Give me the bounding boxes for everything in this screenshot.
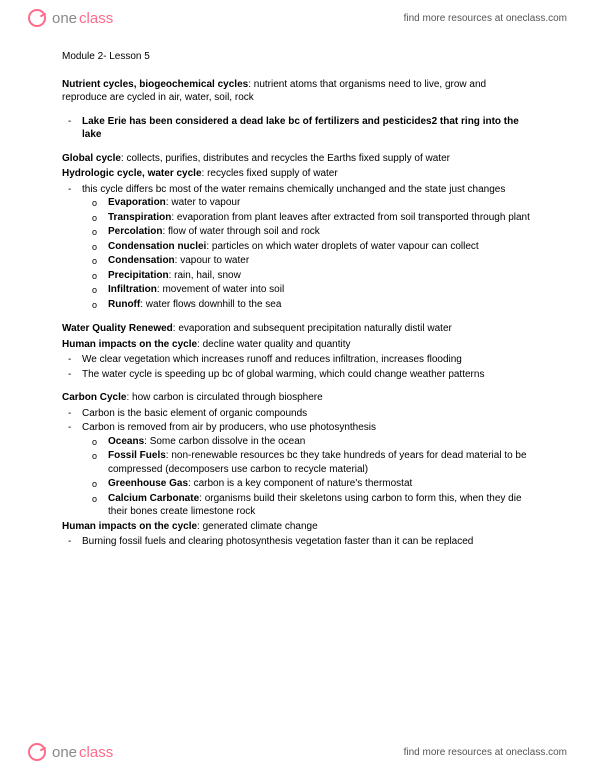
- cc-line: Carbon Cycle: how carbon is circulated t…: [62, 391, 533, 405]
- cc-g-h: Greenhouse Gas: [108, 478, 188, 489]
- wqr-h: Water Quality Renewed: [62, 323, 173, 334]
- trans-b: : evaporation from plant leaves after ex…: [171, 212, 530, 223]
- footer-logo-icon: [28, 743, 46, 761]
- logo-text-one: one: [52, 10, 77, 27]
- global-line: Global cycle: collects, purifies, distri…: [62, 152, 533, 166]
- cond-h: Condensation: [108, 255, 175, 266]
- cond-b: : vapour to water: [175, 255, 249, 266]
- header-tagline: find more resources at oneclass.com: [404, 13, 567, 24]
- brand-logo: oneclass: [28, 9, 113, 27]
- hiwc-line: Human impacts on the cycle: decline wate…: [62, 338, 533, 352]
- cc-item-2: Carbon is removed from air by producers,…: [82, 421, 533, 519]
- hydro-line: Hydrologic cycle, water cycle: recycles …: [62, 167, 533, 181]
- infil-item: Infiltration: movement of water into soi…: [108, 283, 533, 297]
- condn-item: Condensation nuclei: particles on which …: [108, 240, 533, 254]
- hydro-note-item: this cycle differs bc most of the water …: [82, 183, 533, 312]
- global-body: : collects, purifies, distributes and re…: [121, 153, 450, 164]
- hydro-sublist: Evaporation: water to vapour Transpirati…: [82, 196, 533, 311]
- trans-item: Transpiration: evaporation from plant le…: [108, 211, 533, 225]
- hiwc-h: Human impacts on the cycle: [62, 339, 197, 350]
- header: oneclass find more resources at oneclass…: [0, 0, 595, 36]
- hicc-h: Human impacts on the cycle: [62, 521, 197, 532]
- prec-item: Precipitation: rain, hail, snow: [108, 269, 533, 283]
- runoff-h: Runoff: [108, 299, 140, 310]
- intro-para: Nutrient cycles, biogeochemical cycles: …: [62, 78, 533, 105]
- intro-head: Nutrient cycles, biogeochemical cycles: [62, 79, 248, 90]
- hiwc-b: : decline water quality and quantity: [197, 339, 350, 350]
- cc-ocean-item: Oceans: Some carbon dissolve in the ocea…: [108, 435, 533, 449]
- infil-b: : movement of water into soil: [157, 284, 284, 295]
- cc-o-h: Oceans: [108, 436, 144, 447]
- lake-text: Lake Erie has been considered a dead lak…: [82, 116, 519, 141]
- logo-icon: [28, 9, 46, 27]
- hydro-head: Hydrologic cycle, water cycle: [62, 168, 202, 179]
- trans-h: Transpiration: [108, 212, 171, 223]
- lake-item: Lake Erie has been considered a dead lak…: [82, 115, 533, 142]
- perc-item: Percolation: flow of water through soil …: [108, 225, 533, 239]
- prec-h: Precipitation: [108, 270, 169, 281]
- infil-h: Infiltration: [108, 284, 157, 295]
- cc-f-h: Fossil Fuels: [108, 450, 166, 461]
- wqr-b: : evaporation and subsequent precipitati…: [173, 323, 452, 334]
- hicc-b: : generated climate change: [197, 521, 318, 532]
- hiwc-list: We clear vegetation which increases runo…: [62, 353, 533, 381]
- cc-g-b: : carbon is a key component of nature's …: [188, 478, 412, 489]
- footer-logo-one: one: [52, 744, 77, 761]
- cc-list: Carbon is the basic element of organic c…: [62, 407, 533, 519]
- cc-ghg-item: Greenhouse Gas: carbon is a key componen…: [108, 477, 533, 491]
- document-content: Module 2- Lesson 5 Nutrient cycles, biog…: [0, 36, 595, 549]
- perc-b: : flow of water through soil and rock: [162, 226, 319, 237]
- footer-tagline: find more resources at oneclass.com: [404, 747, 567, 758]
- cc-fossil-item: Fossil Fuels: non-renewable resources bc…: [108, 449, 533, 476]
- logo-text-class: class: [79, 10, 113, 27]
- hydro-note: this cycle differs bc most of the water …: [82, 184, 505, 195]
- evap-item: Evaporation: water to vapour: [108, 196, 533, 210]
- footer-logo-class: class: [79, 744, 113, 761]
- global-head: Global cycle: [62, 153, 121, 164]
- cc-item-1: Carbon is the basic element of organic c…: [82, 407, 533, 421]
- cc-2-text: Carbon is removed from air by producers,…: [82, 422, 376, 433]
- prec-b: : rain, hail, snow: [169, 270, 241, 281]
- cc-ca-h: Calcium Carbonate: [108, 493, 199, 504]
- cc-f-b: : non-renewable resources bc they take h…: [108, 450, 527, 475]
- evap-b: : water to vapour: [166, 197, 240, 208]
- cc-caco-item: Calcium Carbonate: organisms build their…: [108, 492, 533, 519]
- footer: oneclass find more resources at oneclass…: [0, 734, 595, 770]
- hicc-item-1: Burning fossil fuels and clearing photos…: [82, 535, 533, 549]
- cc-o-b: : Some carbon dissolve in the ocean: [144, 436, 305, 447]
- hicc-line: Human impacts on the cycle: generated cl…: [62, 520, 533, 534]
- hydro-list: this cycle differs bc most of the water …: [62, 183, 533, 312]
- condn-b: : particles on which water droplets of w…: [206, 241, 478, 252]
- wqr-line: Water Quality Renewed: evaporation and s…: [62, 322, 533, 336]
- hiwc-item-2: The water cycle is speeding up bc of glo…: [82, 368, 533, 382]
- hydro-body: : recycles fixed supply of water: [202, 168, 338, 179]
- cc-b: : how carbon is circulated through biosp…: [126, 392, 322, 403]
- runoff-b: : water flows downhill to the sea: [140, 299, 281, 310]
- cc-h: Carbon Cycle: [62, 392, 126, 403]
- runoff-item: Runoff: water flows downhill to the sea: [108, 298, 533, 312]
- evap-h: Evaporation: [108, 197, 166, 208]
- hiwc-item-1: We clear vegetation which increases runo…: [82, 353, 533, 367]
- page-title: Module 2- Lesson 5: [62, 50, 533, 64]
- cond-item: Condensation: vapour to water: [108, 254, 533, 268]
- cc-sublist: Oceans: Some carbon dissolve in the ocea…: [82, 435, 533, 519]
- perc-h: Percolation: [108, 226, 162, 237]
- footer-logo: oneclass: [28, 743, 113, 761]
- lake-list: Lake Erie has been considered a dead lak…: [62, 115, 533, 142]
- condn-h: Condensation nuclei: [108, 241, 206, 252]
- hicc-list: Burning fossil fuels and clearing photos…: [62, 535, 533, 549]
